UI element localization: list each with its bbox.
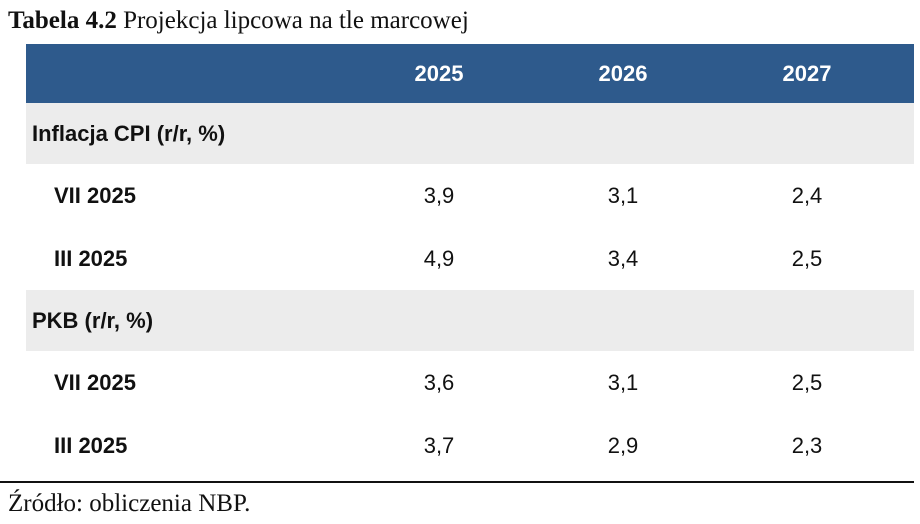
table-title: Tabela 4.2 Projekcja lipcowa na tle marc… <box>8 4 469 38</box>
row-label: III 2025 <box>54 246 128 271</box>
row-label: III 2025 <box>54 433 128 458</box>
table-row: VII 2025 3,9 3,1 2,4 <box>26 164 914 227</box>
projection-table: 2025 2026 2027 Inflacja CPI (r/r, %) VII… <box>26 44 914 477</box>
source-note: Źródło: obliczenia NBP. <box>8 490 251 517</box>
section-row-gdp: PKB (r/r, %) <box>26 290 914 351</box>
section-label: Inflacja CPI (r/r, %) <box>32 121 226 146</box>
table-bottom-rule <box>0 481 914 483</box>
row-label: VII 2025 <box>54 370 136 395</box>
table-row: VII 2025 3,6 3,1 2,5 <box>26 351 914 414</box>
row-label: VII 2025 <box>54 183 136 208</box>
section-label: PKB (r/r, %) <box>32 308 154 333</box>
table-title-text: Projekcja lipcowa na tle marcowej <box>123 7 469 34</box>
section-row-cpi: Inflacja CPI (r/r, %) <box>26 103 914 164</box>
table-row: III 2025 4,9 3,4 2,5 <box>26 227 914 290</box>
table-row: III 2025 3,7 2,9 2,3 <box>26 414 914 477</box>
table-title-label: Tabela 4.2 <box>8 7 117 34</box>
table-header-row: 2025 2026 2027 <box>26 44 914 103</box>
